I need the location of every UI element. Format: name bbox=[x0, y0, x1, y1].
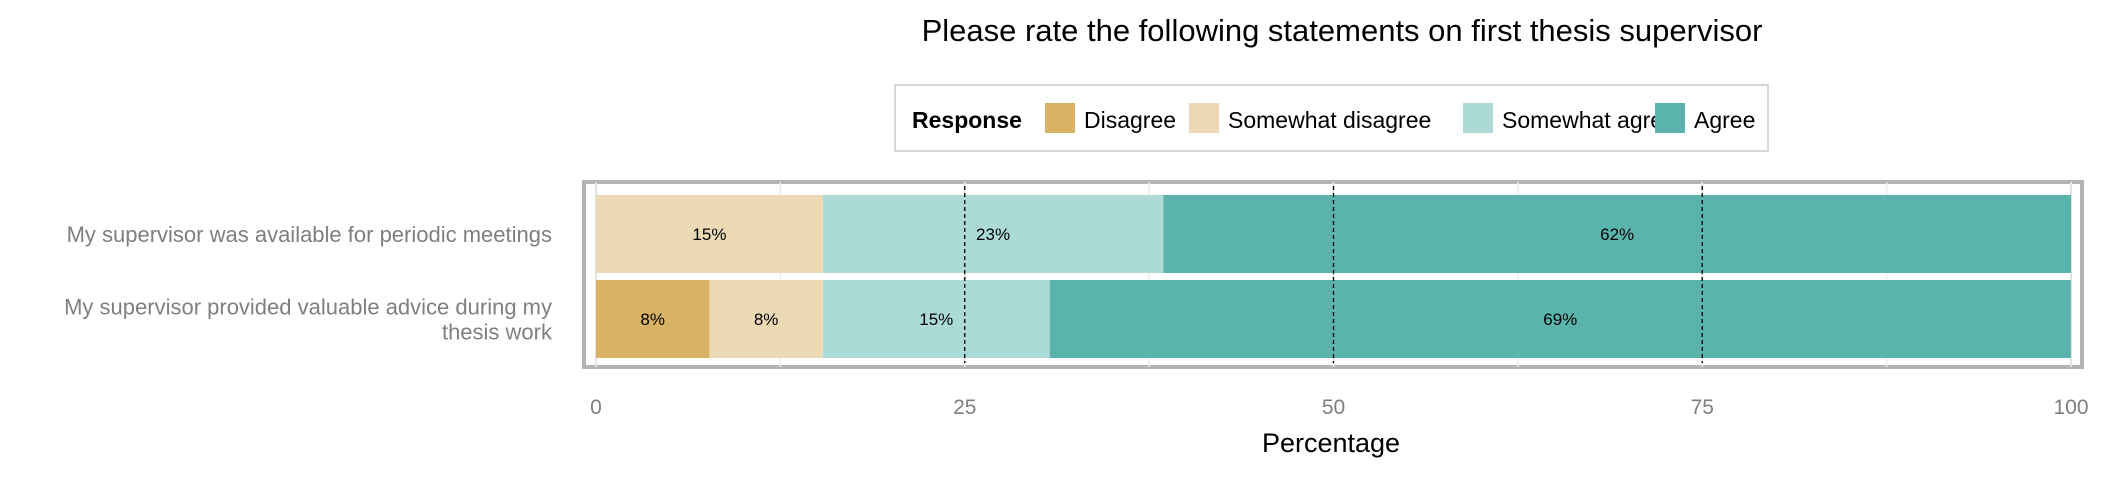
x-axis-title: Percentage bbox=[1262, 428, 1400, 458]
data-label: 15% bbox=[919, 310, 953, 329]
bar-segment bbox=[596, 280, 710, 358]
legend-key-somewhat-agree bbox=[1463, 103, 1493, 133]
bar-segment bbox=[822, 195, 1164, 273]
legend: Response Disagree Somewhat disagree Somewh… bbox=[894, 84, 1769, 152]
x-tick-label: 50 bbox=[1322, 396, 1345, 419]
bar-segment bbox=[1163, 195, 2071, 273]
x-tick-label: 75 bbox=[1691, 396, 1714, 419]
bar-segment bbox=[822, 280, 1050, 358]
x-tick-label: 100 bbox=[2053, 396, 2088, 419]
legend-label-somewhat-disagree: Somewhat disagree bbox=[1228, 107, 1431, 133]
data-label: 15% bbox=[692, 225, 726, 244]
x-tick-label: 25 bbox=[953, 396, 976, 419]
data-label: 8% bbox=[640, 310, 665, 329]
data-labels: 15% 23% 62% 8% 8% 15% 69% bbox=[640, 225, 1634, 329]
data-label: 69% bbox=[1543, 310, 1577, 329]
chart-title: Please rate the following statements on … bbox=[922, 13, 1763, 48]
data-label: 8% bbox=[754, 310, 779, 329]
reference-lines bbox=[964, 186, 1703, 363]
legend-label-agree: Agree bbox=[1694, 107, 1755, 133]
legend-title: Response bbox=[912, 107, 1022, 133]
legend-key-somewhat-disagree bbox=[1189, 103, 1219, 133]
data-label: 62% bbox=[1600, 225, 1634, 244]
bar-segment bbox=[596, 195, 823, 273]
legend-label-disagree: Disagree bbox=[1084, 107, 1176, 133]
x-tick-label: 0 bbox=[590, 396, 602, 419]
y-axis-label-2: My supervisor provided valuable advice d… bbox=[64, 295, 553, 345]
legend-label-somewhat-agree: Somewhat agree bbox=[1502, 107, 1676, 133]
legend-key-agree bbox=[1655, 103, 1685, 133]
y-axis-label-1: My supervisor was available for periodic… bbox=[67, 222, 552, 247]
legend-box bbox=[894, 84, 1769, 152]
y-axis-labels: My supervisor was available for periodic… bbox=[64, 222, 553, 345]
bars bbox=[596, 195, 2071, 358]
bar-segment bbox=[709, 280, 823, 358]
bar-segment bbox=[1049, 280, 2071, 358]
data-label: 23% bbox=[976, 225, 1010, 244]
x-axis-ticks: 0 25 50 75 100 bbox=[590, 396, 2088, 419]
legend-key-disagree bbox=[1045, 103, 1075, 133]
